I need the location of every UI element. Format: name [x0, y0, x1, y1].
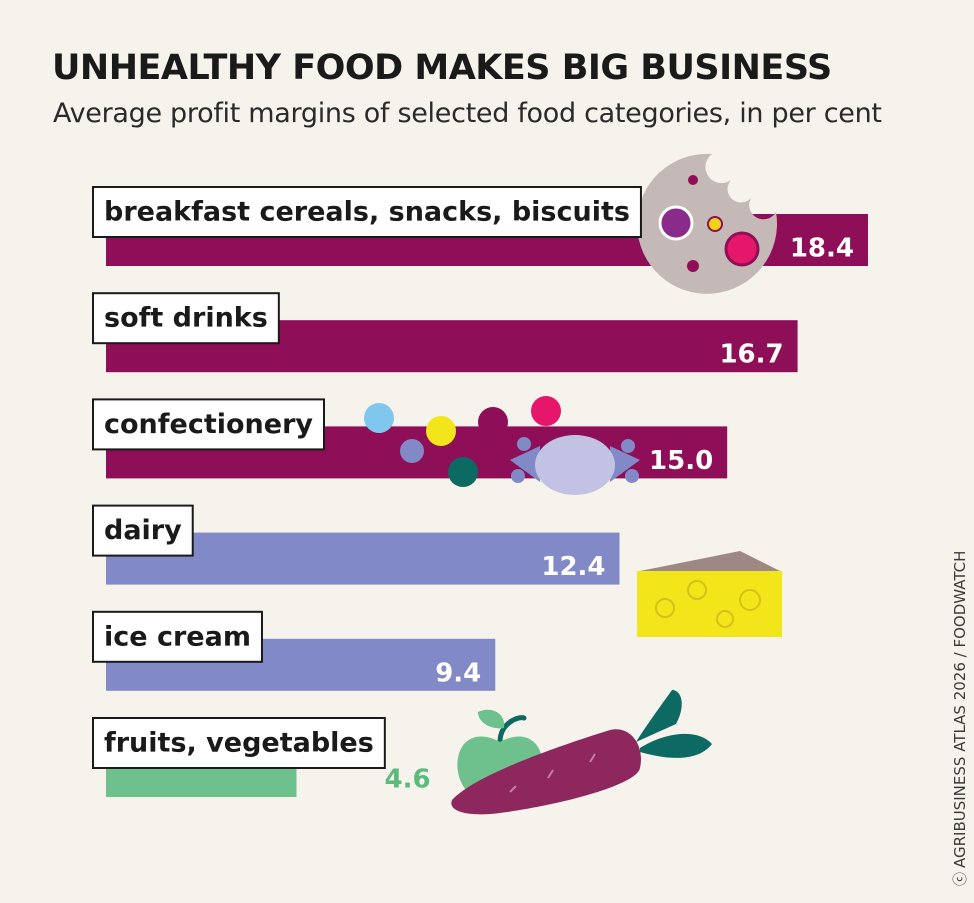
category-box-2 [92, 398, 325, 451]
value-label-1: 16.7 [719, 340, 783, 370]
category-label-4: ice cream [92, 610, 263, 663]
category-text-0: breakfast cereals, snacks, biscuits [104, 197, 630, 228]
labels-layer: 18.4 breakfast cereals, snacks, biscuits 1… [92, 186, 854, 795]
cheese-icon [637, 551, 782, 637]
category-label-5: fruits, vegetables [92, 717, 386, 769]
category-box-0 [92, 186, 642, 238]
category-text-1: soft drinks [104, 303, 268, 334]
category-label-3: dairy [92, 504, 194, 557]
category-box-5 [92, 717, 386, 769]
category-text-3: dairy [104, 515, 182, 546]
value-label-5: 4.6 [385, 765, 431, 795]
category-label-1: soft drinks [92, 292, 280, 345]
category-box-1 [92, 292, 280, 345]
category-box-4 [92, 610, 263, 663]
candy-icon [364, 396, 640, 495]
category-box-3 [92, 504, 194, 557]
value-label-4: 9.4 [435, 658, 481, 688]
credit-text: AGRIBUSINESS ATLAS 2026 / FOODWATCH [951, 550, 969, 868]
category-label-2: confectionery [92, 398, 325, 451]
category-text-2: confectionery [104, 409, 313, 440]
carrot-icon [451, 690, 712, 815]
value-label-3: 12.4 [541, 552, 605, 582]
value-label-2: 15.0 [649, 446, 713, 476]
category-label-0: breakfast cereals, snacks, biscuits [92, 186, 642, 238]
credit-line: ⓒ AGRIBUSINESS ATLAS 2026 / FOODWATCH [950, 551, 970, 886]
category-text-4: ice cream [104, 621, 251, 652]
cookie-icon [637, 153, 778, 294]
chart-subtitle: Average profit margins of selected food … [53, 98, 882, 129]
chart-title: UNHEALTHY FOOD MAKES BIG BUSINESS [52, 48, 832, 88]
category-text-5: fruits, vegetables [104, 728, 374, 759]
cc-icon: ⓒ [953, 872, 969, 886]
value-label-0: 18.4 [790, 234, 854, 264]
